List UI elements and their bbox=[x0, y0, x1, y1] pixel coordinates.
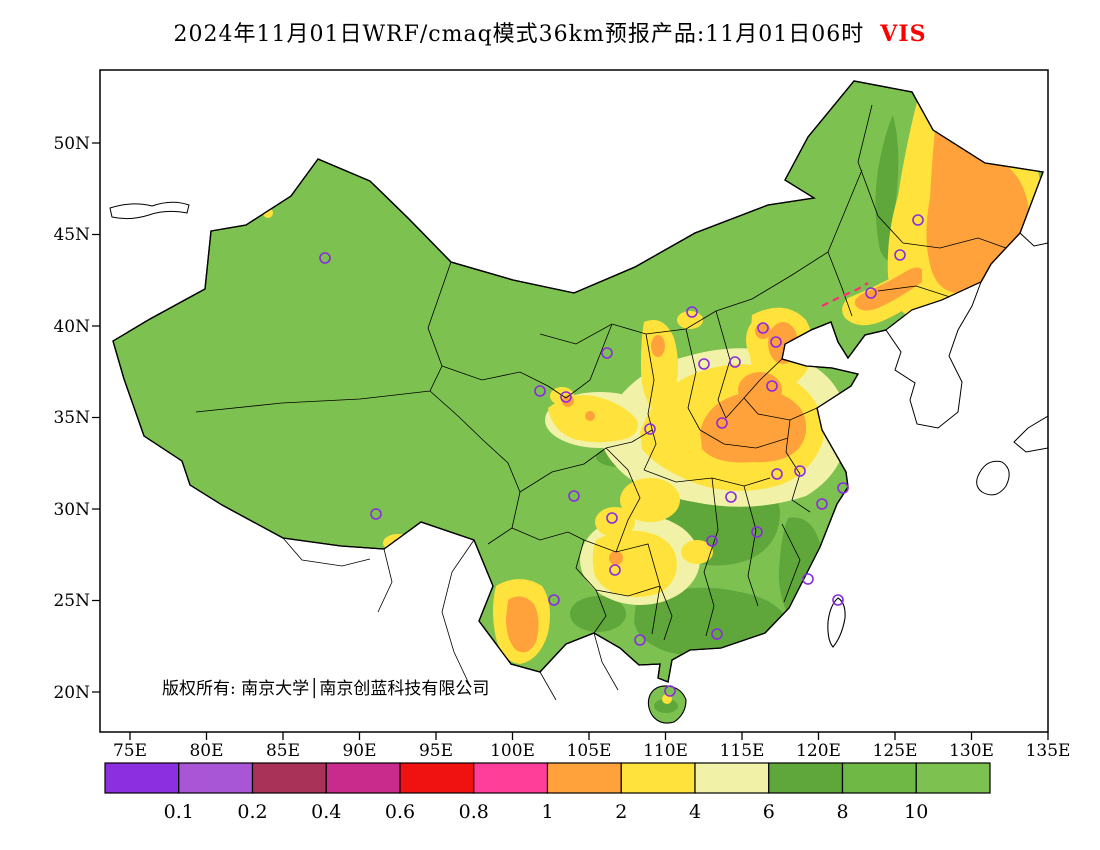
city-markers bbox=[319, 214, 924, 697]
city-marker bbox=[664, 685, 676, 697]
colorbar-label: 0.2 bbox=[237, 801, 267, 823]
colorbar-segment bbox=[841, 762, 917, 794]
y-axis-labels: 50N 45N 40N 35N 30N 25N 20N bbox=[53, 134, 90, 703]
lon-label: 120E bbox=[796, 741, 841, 761]
province-boundaries bbox=[195, 104, 1007, 641]
city-marker bbox=[698, 358, 710, 370]
colorbar-label: 1 bbox=[541, 801, 553, 823]
colorbar-segment bbox=[768, 762, 844, 794]
lon-label: 110E bbox=[643, 741, 688, 761]
city-marker bbox=[816, 498, 828, 510]
lon-label: 100E bbox=[490, 741, 535, 761]
colorbar-segment bbox=[694, 762, 770, 794]
lon-label: 115E bbox=[720, 741, 765, 761]
city-marker bbox=[634, 634, 646, 646]
city-marker bbox=[601, 347, 613, 359]
colorbar-label: 0.1 bbox=[164, 801, 194, 823]
city-marker bbox=[534, 385, 546, 397]
colorbar-segment bbox=[620, 762, 696, 794]
lon-label: 75E bbox=[113, 741, 147, 761]
city-marker bbox=[606, 512, 618, 524]
lat-label: 50N bbox=[53, 134, 90, 154]
city-marker bbox=[609, 564, 621, 576]
colorbar-segment bbox=[915, 762, 991, 794]
lon-label: 135E bbox=[1026, 741, 1071, 761]
title-variable-label: VIS bbox=[880, 21, 927, 47]
city-marker bbox=[706, 535, 718, 547]
city-marker bbox=[771, 468, 783, 480]
copyright-text: 版权所有: 南京大学│南京创蓝科技有限公司 bbox=[162, 678, 489, 699]
city-marker bbox=[548, 594, 560, 606]
colorbar-segment bbox=[178, 762, 254, 794]
colorbar-label: 0.4 bbox=[311, 801, 341, 823]
colorbar-segment bbox=[546, 762, 622, 794]
lat-label: 20N bbox=[53, 683, 90, 703]
lon-label: 130E bbox=[949, 741, 994, 761]
city-marker bbox=[560, 391, 572, 403]
russia-coastline bbox=[1019, 232, 1048, 247]
colorbar-label: 2 bbox=[615, 801, 627, 823]
lat-label: 45N bbox=[53, 225, 90, 245]
x-axis-labels: 75E 80E 85E 90E 95E 100E 105E 110E 115E … bbox=[113, 741, 1070, 761]
lat-label: 25N bbox=[53, 591, 90, 611]
city-marker bbox=[832, 594, 844, 606]
city-marker bbox=[894, 249, 906, 261]
colorbar-label: 6 bbox=[763, 801, 775, 823]
city-marker bbox=[319, 252, 331, 264]
city-marker bbox=[794, 465, 806, 477]
colorbar-segment bbox=[251, 762, 327, 794]
city-marker bbox=[751, 526, 763, 538]
colorbar-label: 8 bbox=[836, 801, 848, 823]
city-marker bbox=[766, 380, 778, 392]
lake-balkhash bbox=[109, 201, 190, 220]
map-plot-area: 版权所有: 南京大学│南京创蓝科技有限公司 bbox=[109, 80, 1048, 724]
city-marker bbox=[770, 336, 782, 348]
korean-peninsula bbox=[885, 281, 982, 429]
colorbar bbox=[104, 762, 991, 794]
lon-label: 90E bbox=[342, 741, 376, 761]
city-marker bbox=[568, 490, 580, 502]
lon-label: 125E bbox=[873, 741, 918, 761]
colorbar-label: 0.6 bbox=[385, 801, 415, 823]
city-marker bbox=[729, 356, 741, 368]
honshu-tip bbox=[1013, 415, 1048, 453]
lon-label: 95E bbox=[419, 741, 453, 761]
colorbar-labels: 0.1 0.2 0.4 0.6 0.8 1 2 4 6 8 10 bbox=[164, 801, 929, 823]
colorbar-segment bbox=[325, 762, 401, 794]
dashed-front-line bbox=[821, 282, 869, 307]
lon-label: 85E bbox=[266, 741, 300, 761]
axis-ticks bbox=[92, 142, 1049, 740]
city-marker bbox=[802, 573, 814, 585]
city-marker bbox=[644, 423, 656, 435]
city-marker bbox=[912, 214, 924, 226]
colorbar-label: 10 bbox=[904, 801, 928, 823]
foreign-boundaries bbox=[282, 537, 619, 701]
city-marker bbox=[686, 306, 698, 318]
city-marker bbox=[865, 287, 877, 299]
city-marker bbox=[725, 491, 737, 503]
colorbar-label: 0.8 bbox=[459, 801, 489, 823]
city-marker bbox=[837, 482, 849, 494]
city-marker bbox=[370, 508, 382, 520]
kyushu-island bbox=[976, 460, 1010, 496]
taiwan-island bbox=[827, 597, 846, 648]
colorbar-segment bbox=[399, 762, 475, 794]
lat-label: 40N bbox=[53, 317, 90, 337]
colorbar-label: 4 bbox=[689, 801, 701, 823]
city-marker bbox=[757, 322, 769, 334]
lat-label: 35N bbox=[53, 408, 90, 428]
lon-label: 105E bbox=[567, 741, 612, 761]
colorbar-segment bbox=[473, 762, 549, 794]
colorbar-segment bbox=[104, 762, 180, 794]
city-marker bbox=[716, 417, 728, 429]
plot-frame bbox=[99, 69, 1049, 733]
lon-label: 80E bbox=[189, 741, 223, 761]
lat-label: 30N bbox=[53, 500, 90, 520]
page-title: 2024年11月01日WRF/cmaq模式36km预报产品:11月01日06时 V… bbox=[0, 16, 1100, 48]
title-text: 2024年11月01日WRF/cmaq模式36km预报产品:11月01日06时 bbox=[173, 22, 865, 47]
city-marker bbox=[711, 628, 723, 640]
